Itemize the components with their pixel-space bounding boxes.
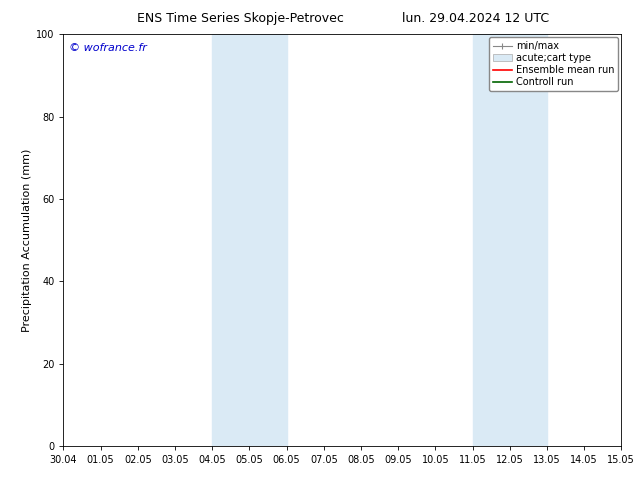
Bar bbox=[510, 34, 547, 446]
Text: ENS Time Series Skopje-Petrovec: ENS Time Series Skopje-Petrovec bbox=[138, 12, 344, 25]
Bar bbox=[472, 34, 510, 446]
Legend: min/max, acute;cart type, Ensemble mean run, Controll run: min/max, acute;cart type, Ensemble mean … bbox=[489, 37, 618, 91]
Bar bbox=[212, 34, 249, 446]
Y-axis label: Precipitation Accumulation (mm): Precipitation Accumulation (mm) bbox=[22, 148, 32, 332]
Text: © wofrance.fr: © wofrance.fr bbox=[69, 43, 147, 52]
Bar bbox=[249, 34, 287, 446]
Text: lun. 29.04.2024 12 UTC: lun. 29.04.2024 12 UTC bbox=[402, 12, 549, 25]
